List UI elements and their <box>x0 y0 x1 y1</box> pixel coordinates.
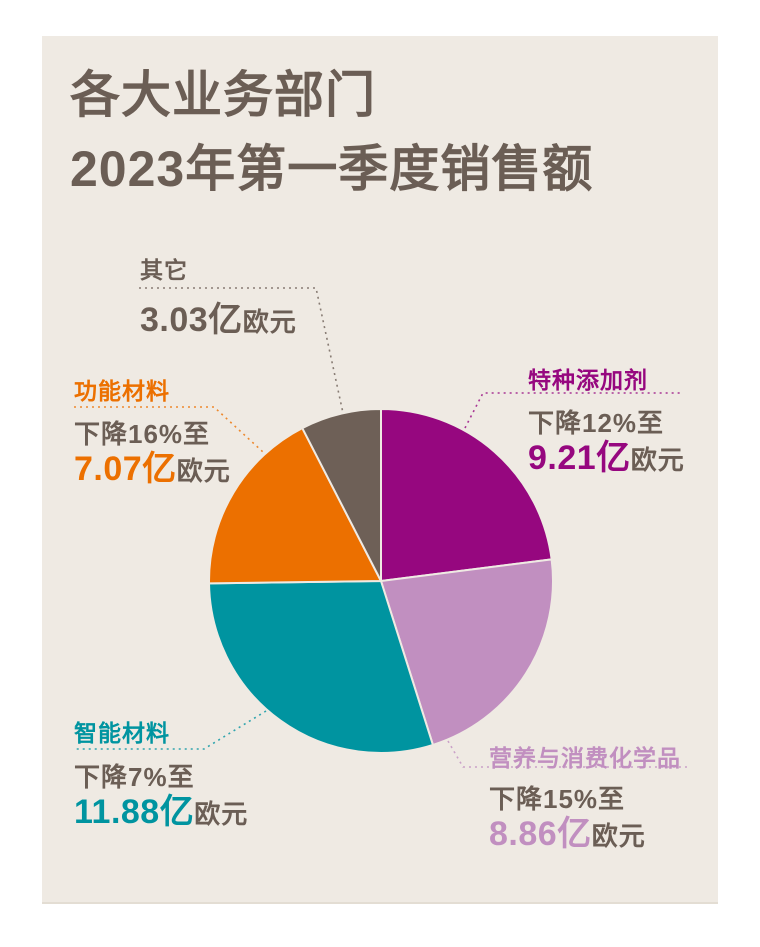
segment-label-functional-materials: 功能材料 <box>74 378 170 404</box>
segment-label-other: 其它 <box>140 257 188 283</box>
segment-value-specialty-additives: 9.21亿欧元 <box>528 430 685 479</box>
segment-change-nutrition-consumer-chemicals: 下降15%至 <box>489 784 626 814</box>
segment-change-specialty-additives: 下降12%至 <box>528 408 665 438</box>
segment-change-smart-materials: 下降7%至 <box>74 762 195 792</box>
pie-slice-other <box>301 408 382 582</box>
segment-label-specialty-additives: 特种添加剂 <box>528 367 648 393</box>
chart-title-line-2: 2023年第一季度销售额 <box>70 141 594 197</box>
segment-value-unit: 欧元 <box>176 456 231 486</box>
pie-slice-nutrition-consumer-chemicals <box>380 558 555 746</box>
leader-line-specialty-additives <box>464 392 680 429</box>
chart-title-line-1: 各大业务部门 <box>70 67 376 123</box>
segment-value-smart-materials: 11.88亿欧元 <box>74 784 248 833</box>
segment-value-unit: 欧元 <box>242 307 297 337</box>
segment-value-number: 8.86亿 <box>489 815 592 853</box>
segment-label-nutrition-consumer-chemicals: 营养与消费化学品 <box>489 745 681 771</box>
leader-line-nutrition-consumer-chemicals <box>447 740 690 768</box>
segment-value-number: 7.07亿 <box>74 450 177 488</box>
segment-value-other: 3.03亿欧元 <box>140 292 297 341</box>
segment-value-unit: 欧元 <box>591 821 646 851</box>
segment-value-nutrition-consumer-chemicals: 8.86亿欧元 <box>489 806 646 855</box>
segment-value-number: 3.03亿 <box>140 301 243 339</box>
pie-slice-smart-materials <box>208 580 434 754</box>
segment-label-smart-materials: 智能材料 <box>74 720 170 746</box>
segment-value-unit: 欧元 <box>630 445 685 475</box>
pie-slice-functional-materials <box>208 427 382 585</box>
leader-line-smart-materials <box>74 710 267 750</box>
segment-value-unit: 欧元 <box>194 799 249 829</box>
leader-line-functional-materials <box>74 406 264 453</box>
chart-title: 各大业务部门 2023年第一季度销售额 <box>70 58 593 206</box>
segment-change-functional-materials: 下降16%至 <box>74 419 211 449</box>
segment-value-number: 9.21亿 <box>528 439 631 477</box>
segment-value-number: 11.88亿 <box>74 793 195 831</box>
segment-value-functional-materials: 7.07亿欧元 <box>74 441 231 490</box>
pie-slice-specialty-additives <box>380 408 553 582</box>
